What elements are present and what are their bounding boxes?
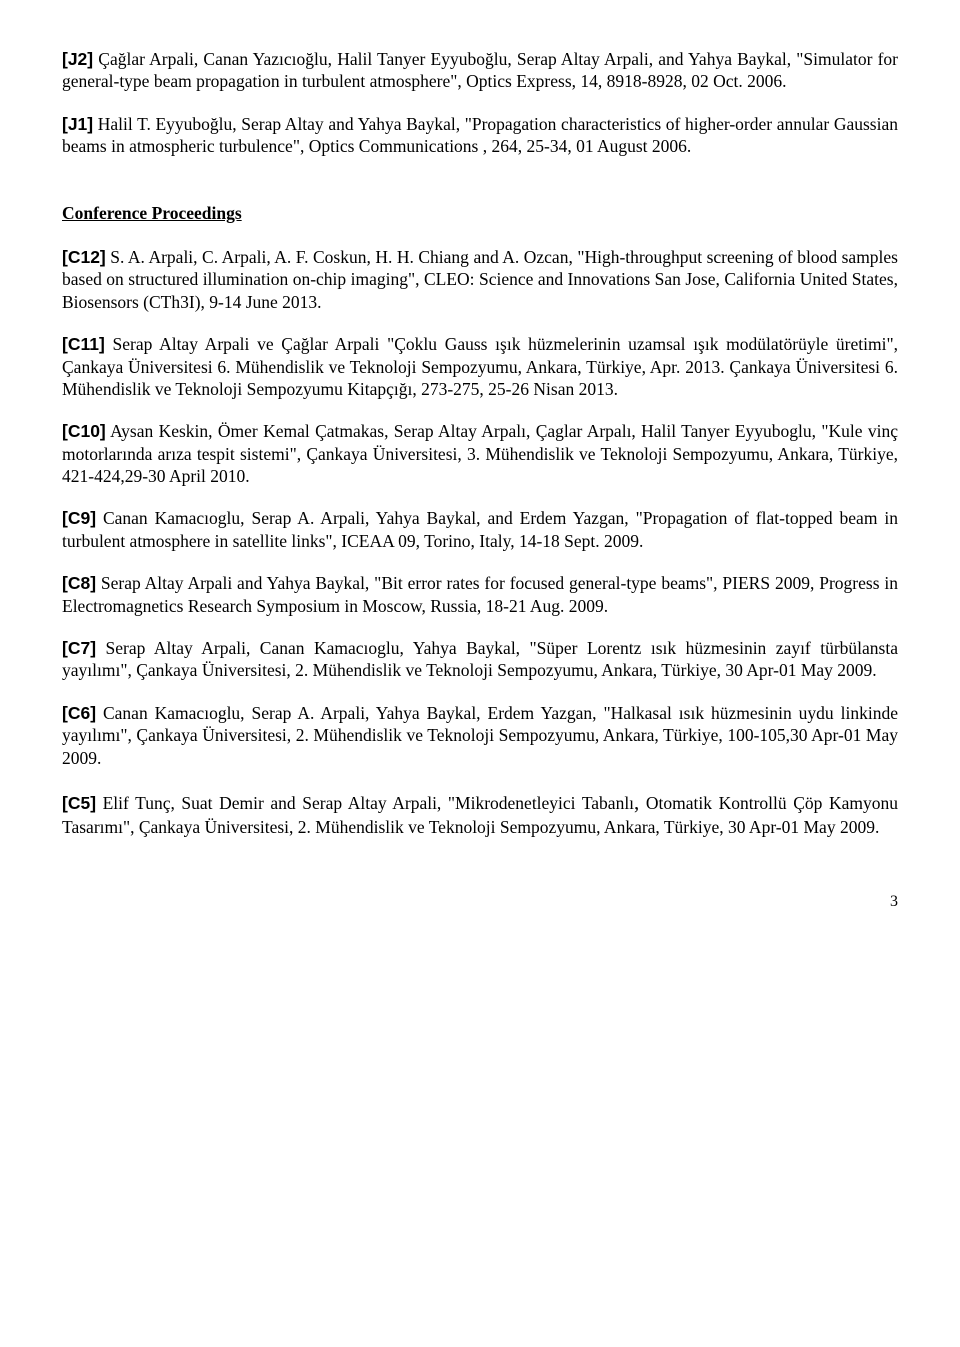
text-c10: Aysan Keskin, Ömer Kemal Çatmakas, Serap…: [62, 421, 898, 486]
tag-c7: [C7]: [62, 638, 96, 658]
entry-j1: [J1] Halil T. Eyyuboğlu, Serap Altay and…: [62, 113, 898, 158]
entry-c6: [C6] Canan Kamacıoglu, Serap A. Arpali, …: [62, 702, 898, 769]
entry-c11: [C11] Serap Altay Arpali ve Çağlar Arpal…: [62, 333, 898, 400]
entry-c5: [C5] Elif Tunç, Suat Demir and Serap Alt…: [62, 789, 898, 838]
tag-c12: [C12]: [62, 247, 106, 267]
tag-c11: [C11]: [62, 334, 105, 354]
text-j2: Çağlar Arpali, Canan Yazıcıoğlu, Halil T…: [62, 49, 898, 91]
entry-c12: [C12] S. A. Arpali, C. Arpali, A. F. Cos…: [62, 246, 898, 313]
page-number: 3: [62, 892, 898, 912]
tag-c9: [C9]: [62, 508, 96, 528]
text-c11: Serap Altay Arpali ve Çağlar Arpali "Çok…: [62, 334, 898, 399]
text-c9: Canan Kamacıoglu, Serap A. Arpali, Yahya…: [62, 508, 898, 550]
text-c7: Serap Altay Arpali, Canan Kamacıoglu, Ya…: [62, 638, 898, 680]
entry-c7: [C7] Serap Altay Arpali, Canan Kamacıogl…: [62, 637, 898, 682]
section-heading: Conference Proceedings: [62, 202, 898, 224]
tag-c6: [C6]: [62, 703, 96, 723]
tag-c10: [C10]: [62, 421, 106, 441]
tag-c8: [C8]: [62, 573, 96, 593]
text-c5a: Elif Tunç, Suat Demir and Serap Altay Ar…: [96, 793, 634, 813]
text-c12: S. A. Arpali, C. Arpali, A. F. Coskun, H…: [62, 247, 898, 312]
entry-c8: [C8] Serap Altay Arpali and Yahya Baykal…: [62, 572, 898, 617]
entry-j2: [J2] Çağlar Arpali, Canan Yazıcıoğlu, Ha…: [62, 48, 898, 93]
text-j1: Halil T. Eyyuboğlu, Serap Altay and Yahy…: [62, 114, 898, 156]
entry-c10: [C10] Aysan Keskin, Ömer Kemal Çatmakas,…: [62, 420, 898, 487]
tag-j2: [J2]: [62, 49, 93, 69]
tag-c5: [C5]: [62, 793, 96, 813]
entry-c9: [C9] Canan Kamacıoglu, Serap A. Arpali, …: [62, 507, 898, 552]
text-c6: Canan Kamacıoglu, Serap A. Arpali, Yahya…: [62, 703, 898, 768]
tag-j1: [J1]: [62, 114, 93, 134]
text-c8: Serap Altay Arpali and Yahya Baykal, "Bi…: [62, 573, 898, 615]
